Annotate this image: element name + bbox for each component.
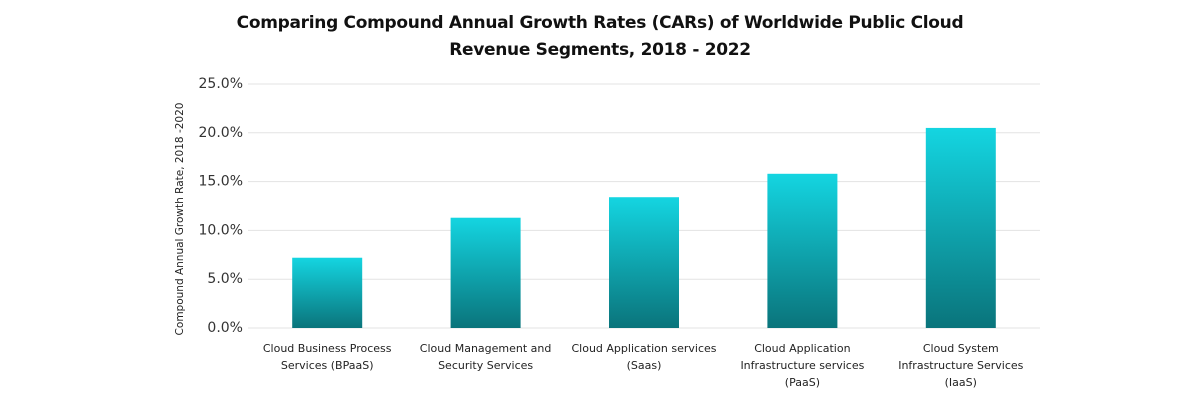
chart-title: Comparing Compound Annual Growth Rates (… [236,13,964,60]
y-tick-label: 25.0% [199,76,243,92]
x-tick-label: Cloud Application Infrastructure service… [740,342,865,389]
bar [609,197,679,328]
bar [292,257,363,328]
bar [450,217,521,328]
y-tick-label: 10.0% [199,222,243,238]
x-tick-label: Cloud Application services (Saas) [571,342,717,372]
y-tick-label: 15.0% [199,174,243,190]
y-tick-label: 20.0% [199,125,243,141]
y-tick-label: 5.0% [207,271,243,287]
x-tick-label: Cloud Business Process Services (BPaaS) [262,342,392,372]
bar [767,173,838,328]
y-axis-label: Compound Annual Growth Rate, 2018 -2020 [174,103,186,336]
x-tick-label: Cloud Management and Security Services [419,342,552,372]
bar [925,127,996,328]
y-tick-label: 0.0% [207,320,243,336]
x-tick-label: Cloud System Infrastructure Services (Ia… [898,342,1024,389]
